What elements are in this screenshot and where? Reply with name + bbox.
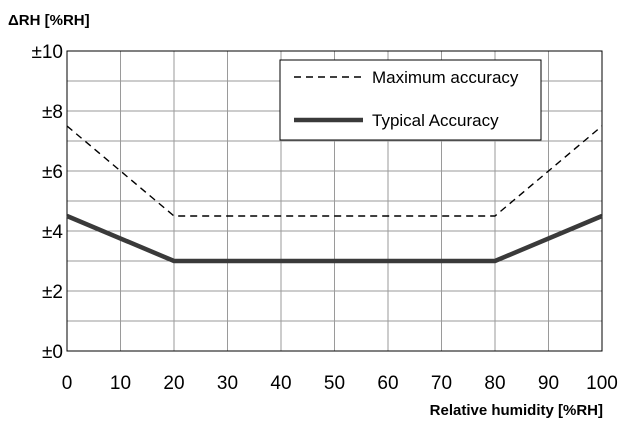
series-group	[66, 125, 603, 264]
x-tick-label: 20	[163, 373, 184, 394]
x-tick-label: 50	[324, 373, 345, 394]
y-axis-title: ΔRH [%RH]	[8, 12, 90, 29]
x-tick-label: 80	[484, 373, 505, 394]
x-tick-label: 100	[586, 373, 618, 394]
x-tick-label: 30	[217, 373, 238, 394]
legend-label-maximum-accuracy: Maximum accuracy	[372, 68, 519, 87]
x-tick-label: 90	[538, 373, 559, 394]
y-tick-label: ±2	[42, 282, 63, 303]
y-tick-label: ±10	[31, 42, 63, 63]
plot-frame	[66, 50, 603, 352]
x-tick-labels: 0 10 20 30 40 50 60 70 80 90 100	[62, 373, 618, 394]
y-tick-label: ±4	[42, 222, 63, 243]
x-tick-label: 10	[110, 373, 131, 394]
series-line-typical-accuracy	[66, 213, 603, 264]
legend-label-typical-accuracy: Typical Accuracy	[372, 111, 499, 130]
x-tick-label: 0	[62, 373, 73, 394]
y-tick-labels: ±0 ±2 ±4 ±6 ±8 ±10	[31, 42, 63, 363]
x-tick-label: 60	[377, 373, 398, 394]
y-tick-label: ±0	[42, 342, 63, 363]
x-tick-label: 70	[431, 373, 452, 394]
legend-box	[279, 59, 542, 141]
series-line-maximum-accuracy	[66, 125, 603, 217]
x-axis-title: Relative humidity [%RH]	[430, 402, 603, 419]
y-tick-label: ±8	[42, 102, 63, 123]
legend: Maximum accuracy Typical Accuracy	[279, 59, 542, 141]
x-tick-label: 40	[270, 373, 291, 394]
y-tick-label: ±6	[42, 162, 63, 183]
